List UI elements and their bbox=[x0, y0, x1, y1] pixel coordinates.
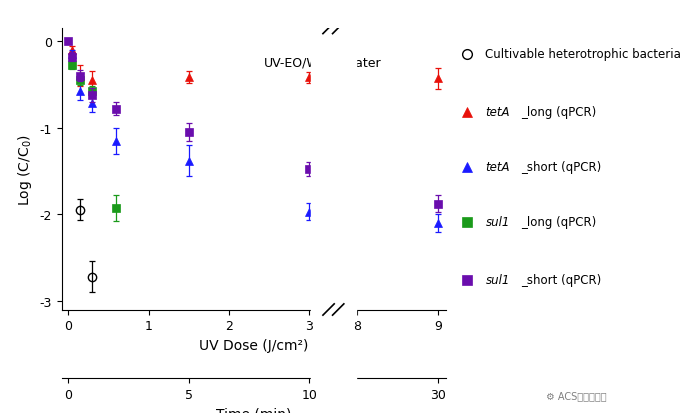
Text: _short (qPCR): _short (qPCR) bbox=[521, 274, 602, 287]
Text: _long (qPCR): _long (qPCR) bbox=[521, 216, 597, 229]
Text: tetA: tetA bbox=[486, 106, 510, 119]
Bar bbox=[311, 353, 356, 386]
Text: _long (qPCR): _long (qPCR) bbox=[521, 106, 597, 119]
Bar bbox=[311, 18, 356, 321]
Y-axis label: Log (C/C$_0$): Log (C/C$_0$) bbox=[16, 133, 34, 205]
Text: sul1: sul1 bbox=[486, 274, 510, 287]
Text: tetA: tetA bbox=[486, 161, 510, 174]
Text: ⚙ ACS美国化学会: ⚙ ACS美国化学会 bbox=[546, 391, 606, 401]
X-axis label: Time (min): Time (min) bbox=[216, 406, 292, 413]
X-axis label: UV Dose (J/cm²): UV Dose (J/cm²) bbox=[199, 338, 309, 352]
Text: Cultivable heterotrophic bacteria: Cultivable heterotrophic bacteria bbox=[486, 48, 681, 61]
Text: sul1: sul1 bbox=[486, 216, 510, 229]
Bar bbox=[311, 19, 356, 30]
Text: _short (qPCR): _short (qPCR) bbox=[521, 161, 602, 174]
Text: UV-EO/Wastewater: UV-EO/Wastewater bbox=[264, 56, 382, 69]
